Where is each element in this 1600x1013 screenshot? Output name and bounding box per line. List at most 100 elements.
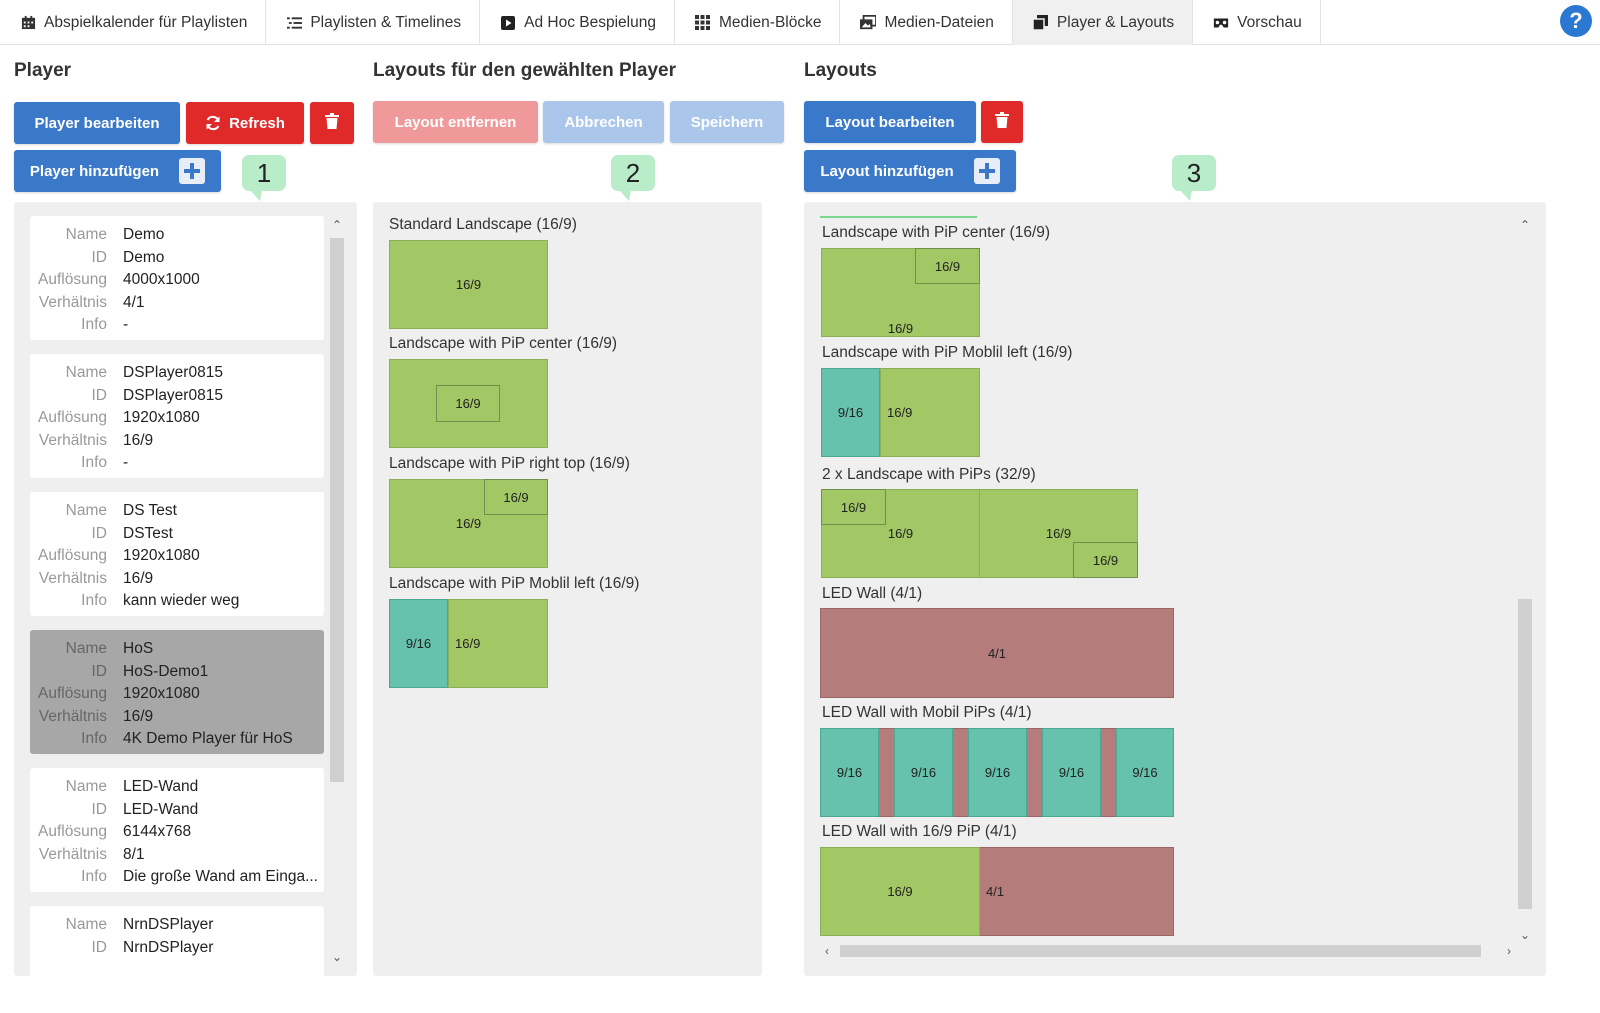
tab-vorschau[interactable]: Vorschau xyxy=(1193,0,1321,45)
layout-zone: 4/1 xyxy=(820,608,1174,698)
copy-icon xyxy=(1033,15,1049,31)
tab-label: Vorschau xyxy=(1237,13,1302,31)
info-label: Info xyxy=(81,316,107,334)
scroll-thumb[interactable] xyxy=(1518,599,1532,909)
layout-led-wall-169-pip[interactable]: 4/1 16/9 xyxy=(820,847,1174,936)
layout-standard-landscape[interactable]: 16/9 xyxy=(389,240,548,329)
resolution-row: Auflösung 1920x1080 xyxy=(30,545,324,568)
info-value: Die große Wand am Einga... xyxy=(123,868,318,886)
delete-layout-button[interactable] xyxy=(981,101,1023,143)
add-layout-button[interactable]: Layout hinzufügen xyxy=(804,150,1016,192)
layout-2x-landscape-pips[interactable]: 16/9 16/9 16/9 16/9 xyxy=(821,489,1138,578)
layouts-panel: Landscape with PiP center (16/9) 16/9 16… xyxy=(804,202,1546,976)
layout-zone: 9/16 xyxy=(389,599,448,688)
layout-pip-center[interactable]: 16/9 16/9 xyxy=(821,248,980,337)
layout-led-wall-mobil-pips[interactable]: 9/16 9/16 9/16 9/16 9/16 xyxy=(820,728,1174,817)
ratio-row: Verhältnis 16/9 xyxy=(30,430,324,453)
layout-zone: 16/9 xyxy=(448,599,548,688)
layout-title: 2 x Landscape with PiPs (32/9) xyxy=(822,466,1036,483)
player-heading: Player xyxy=(14,60,72,81)
name-row: Name NrnDSPlayer xyxy=(30,914,324,937)
layout-pip-center[interactable]: 16/9 xyxy=(389,359,548,448)
delete-player-button[interactable] xyxy=(310,102,354,144)
player-card-ds-test[interactable]: Name DS Test ID DSTest Auflösung 1920x1080 … xyxy=(30,492,324,616)
layout-led-wall[interactable]: 4/1 xyxy=(820,608,1174,698)
trash-icon xyxy=(995,112,1009,132)
layout-zone: 16/9 xyxy=(484,479,548,515)
layouts-vertical-scrollbar[interactable]: ⌃ ⌄ xyxy=(1516,216,1534,944)
cancel-label: Abbrechen xyxy=(564,113,643,131)
player-card-dsplayer0815[interactable]: Name DSPlayer0815 ID DSPlayer0815 Auflösun… xyxy=(30,354,324,478)
info-row: Info - xyxy=(30,452,324,475)
layout-title: LED Wall with 16/9 PiP (4/1) xyxy=(822,823,1017,840)
scroll-indicator-line xyxy=(820,216,977,218)
layout-pip-right-top[interactable]: 16/9 16/9 xyxy=(389,479,548,568)
id-row: ID LED-Wand xyxy=(30,799,324,822)
resolution-row: Auflösung 1920x1080 xyxy=(30,683,324,706)
callout-marker-1: 1 xyxy=(242,155,286,191)
layouts-horizontal-scrollbar[interactable]: ‹ › xyxy=(818,942,1518,960)
tab-ad-hoc[interactable]: Ad Hoc Bespielung xyxy=(480,0,675,45)
layout-title: Landscape with PiP center (16/9) xyxy=(389,335,618,352)
scroll-down-icon[interactable]: ⌄ xyxy=(1519,928,1531,942)
id-row: ID DSPlayer0815 xyxy=(30,385,324,408)
layout-zone: 16/9 xyxy=(389,479,548,568)
ratio-row: Verhältnis 16/9 xyxy=(30,568,324,591)
name-value: LED-Wand xyxy=(123,778,199,796)
add-player-button[interactable]: Player hinzufügen xyxy=(14,150,221,192)
name-row: Name DSPlayer0815 xyxy=(30,362,324,385)
layout-zone: 16/9 xyxy=(820,847,980,936)
scroll-up-icon[interactable]: ⌃ xyxy=(1519,218,1531,232)
remove-layout-button[interactable]: Layout entfernen xyxy=(373,101,538,143)
resolution-row: Auflösung 6144x768 xyxy=(30,821,324,844)
ratio-label: Verhältnis xyxy=(38,431,107,449)
player-card-led-wand[interactable]: Name LED-Wand ID LED-Wand Auflösung 6144x76… xyxy=(30,768,324,892)
resolution-row: Auflösung 4000x1000 xyxy=(30,269,324,292)
layout-title: LED Wall (4/1) xyxy=(822,585,923,602)
save-button[interactable]: Speichern xyxy=(670,101,784,143)
edit-player-button[interactable]: Player bearbeiten xyxy=(14,102,180,144)
cancel-button[interactable]: Abbrechen xyxy=(543,101,664,143)
layout-pip-mobil-left[interactable]: 9/16 16/9 xyxy=(821,368,980,457)
scroll-right-icon[interactable]: › xyxy=(1507,944,1511,958)
player-card-hos[interactable]: Name HoS ID HoS-Demo1 Auflösung 1920x1080 V… xyxy=(30,630,324,754)
layout-title: Standard Landscape (16/9) xyxy=(389,216,577,233)
scroll-thumb[interactable] xyxy=(330,238,344,782)
play-square-icon xyxy=(500,15,516,31)
id-value: NrnDSPlayer xyxy=(123,938,214,956)
list-icon xyxy=(286,15,302,31)
layout-zone: 16/9 xyxy=(915,248,980,284)
layouts-heading: Layouts xyxy=(804,60,877,81)
player-list-scrollbar[interactable]: ⌃ ⌄ xyxy=(328,216,346,966)
scroll-up-icon[interactable]: ⌃ xyxy=(331,218,343,232)
help-icon[interactable]: ? xyxy=(1560,5,1592,37)
refresh-button[interactable]: Refresh xyxy=(186,102,304,144)
plus-icon xyxy=(973,158,1000,184)
layout-pip-mobil-left[interactable]: 9/16 16/9 xyxy=(389,599,548,688)
name-value: HoS xyxy=(123,640,154,658)
scroll-thumb[interactable] xyxy=(840,945,1481,957)
id-label: ID xyxy=(91,524,108,542)
scroll-left-icon[interactable]: ‹ xyxy=(825,944,829,958)
tab-medien-bloecke[interactable]: Medien-Blöcke xyxy=(675,0,841,45)
scroll-down-icon[interactable]: ⌄ xyxy=(331,950,343,964)
info-value: kann wieder weg xyxy=(123,592,240,610)
player-card-nrndsplayer[interactable]: Name NrnDSPlayer ID NrnDSPlayer xyxy=(30,906,324,976)
id-label: ID xyxy=(91,386,108,404)
layout-zone: 16/9 xyxy=(436,385,500,422)
resolution-label: Auflösung xyxy=(38,823,107,841)
ratio-label: Verhältnis xyxy=(38,293,107,311)
tab-abspielkalender[interactable]: Abspielkalender für Playlisten xyxy=(0,0,267,45)
tab-playlisten[interactable]: Playlisten & Timelines xyxy=(266,0,481,45)
name-value: DS Test xyxy=(123,502,177,520)
tab-label: Playlisten & Timelines xyxy=(310,13,462,31)
resolution-label: Auflösung xyxy=(38,685,107,703)
edit-layout-button[interactable]: Layout bearbeiten xyxy=(804,101,976,143)
name-label: Name xyxy=(65,640,107,658)
tab-medien-dateien[interactable]: Medien-Dateien xyxy=(840,0,1013,45)
info-row: Info 4K Demo Player für HoS xyxy=(30,728,324,751)
tab-player-layouts[interactable]: Player & Layouts xyxy=(1012,0,1194,45)
resolution-value: 6144x768 xyxy=(123,823,192,841)
name-value: DSPlayer0815 xyxy=(123,364,223,382)
player-card-demo[interactable]: Name Demo ID Demo Auflösung 4000x1000 Verhä… xyxy=(30,216,324,340)
